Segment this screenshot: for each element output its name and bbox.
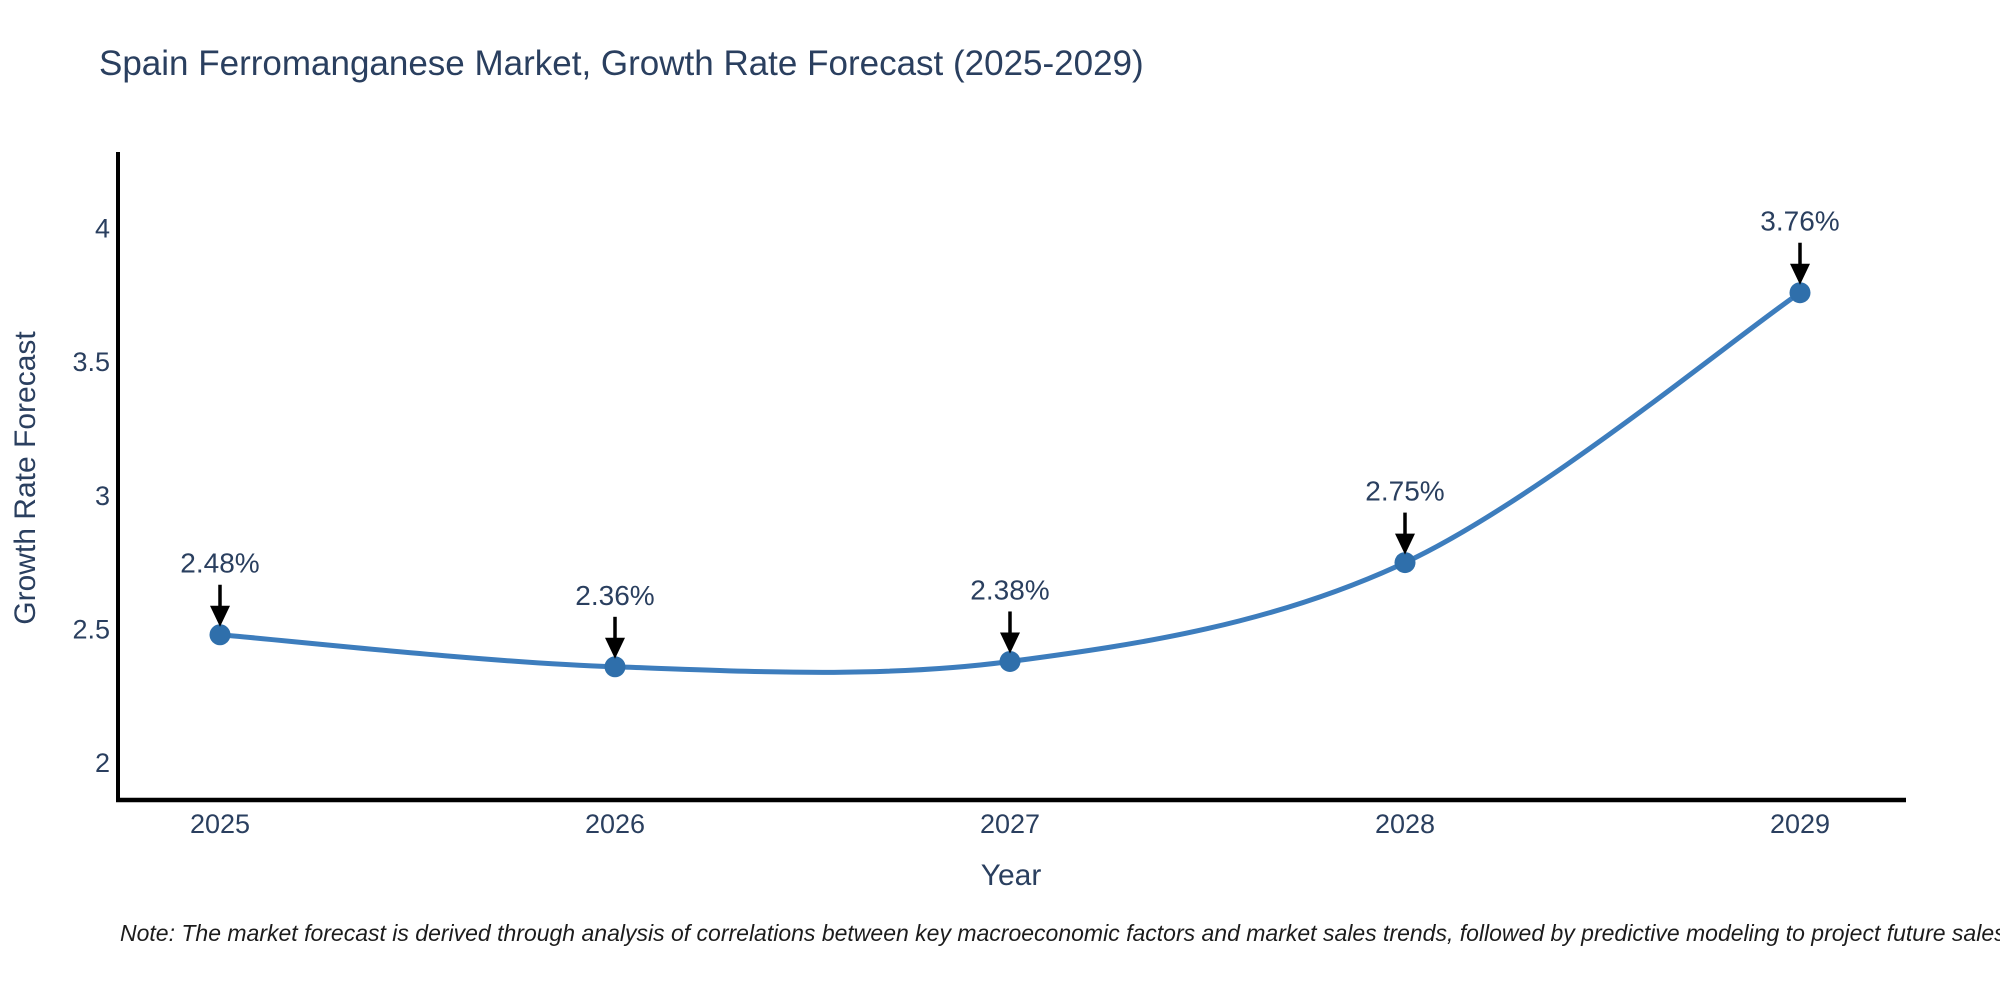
annotation-arrow-head (1790, 263, 1810, 285)
y-tick-label: 4 (95, 214, 110, 244)
footnote: Note: The market forecast is derived thr… (120, 920, 2000, 946)
annotation-arrow-head (1000, 632, 1020, 654)
x-tick-label: 2027 (980, 809, 1040, 839)
annotation-arrow-head (1395, 533, 1415, 555)
data-point-label: 2.38% (970, 574, 1049, 605)
chart-title: Spain Ferromanganese Market, Growth Rate… (99, 44, 1144, 83)
x-tick-label: 2028 (1375, 809, 1435, 839)
annotation-arrow-head (605, 637, 625, 659)
annotation-arrow-head (210, 605, 230, 627)
x-axis-title: Year (980, 859, 1042, 892)
data-point-label: 2.36% (575, 580, 654, 611)
data-point-marker (209, 624, 231, 646)
data-point-label: 2.75% (1365, 476, 1444, 507)
data-point-marker (999, 650, 1021, 672)
x-tick-label: 2026 (585, 809, 645, 839)
data-point-marker (604, 656, 626, 678)
data-point-label: 3.76% (1760, 206, 1839, 237)
x-tick-label: 2025 (190, 809, 250, 839)
y-tick-label: 2.5 (72, 614, 110, 644)
data-point-label: 2.48% (180, 548, 259, 579)
y-tick-label: 3 (95, 481, 110, 511)
data-point-marker (1394, 552, 1416, 574)
y-tick-label: 3.5 (72, 347, 110, 377)
data-point-marker (1789, 282, 1811, 304)
y-tick-label: 2 (95, 748, 110, 778)
x-tick-label: 2029 (1770, 809, 1830, 839)
